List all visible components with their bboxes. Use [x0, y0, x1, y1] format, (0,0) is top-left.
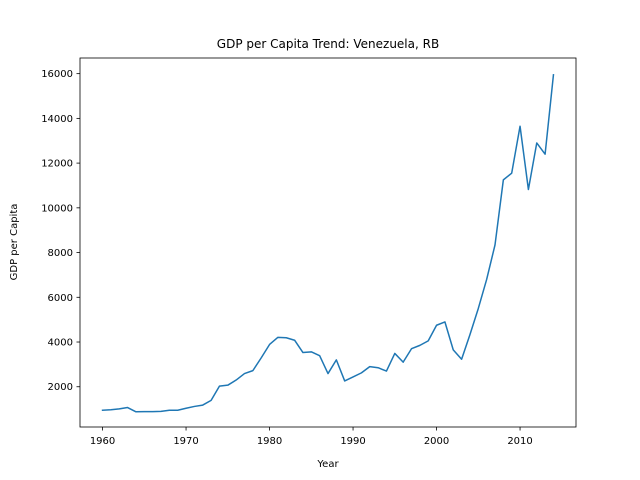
y-tick-label: 10000	[41, 203, 73, 214]
x-axis-ticks: 1960 1970 1980 1990 2000 2010	[90, 427, 533, 447]
x-tick-label: 1960	[90, 436, 115, 447]
x-tick-label: 1990	[340, 436, 365, 447]
x-tick-label: 2000	[424, 436, 449, 447]
y-tick-label: 12000	[41, 159, 73, 170]
x-tick-label: 1970	[173, 436, 198, 447]
x-tick-label: 1980	[257, 436, 282, 447]
y-tick-label: 6000	[48, 293, 73, 304]
y-axis-label: GDP per Capita	[9, 204, 20, 281]
plot-area-frame	[79, 57, 577, 428]
y-axis-ticks: 2000 4000 6000 8000 10000 12000 14000 16000	[41, 69, 80, 393]
x-tick-label: 2010	[507, 436, 532, 447]
y-tick-label: 16000	[41, 69, 73, 80]
chart-title: GDP per Capita Trend: Venezuela, RB	[217, 37, 439, 51]
y-tick-label: 2000	[48, 382, 73, 393]
y-tick-label: 4000	[48, 338, 73, 349]
series-line	[101, 73, 555, 413]
y-tick-label: 14000	[41, 114, 73, 125]
y-tick-label: 8000	[48, 248, 73, 259]
x-axis-label: Year	[316, 459, 339, 470]
